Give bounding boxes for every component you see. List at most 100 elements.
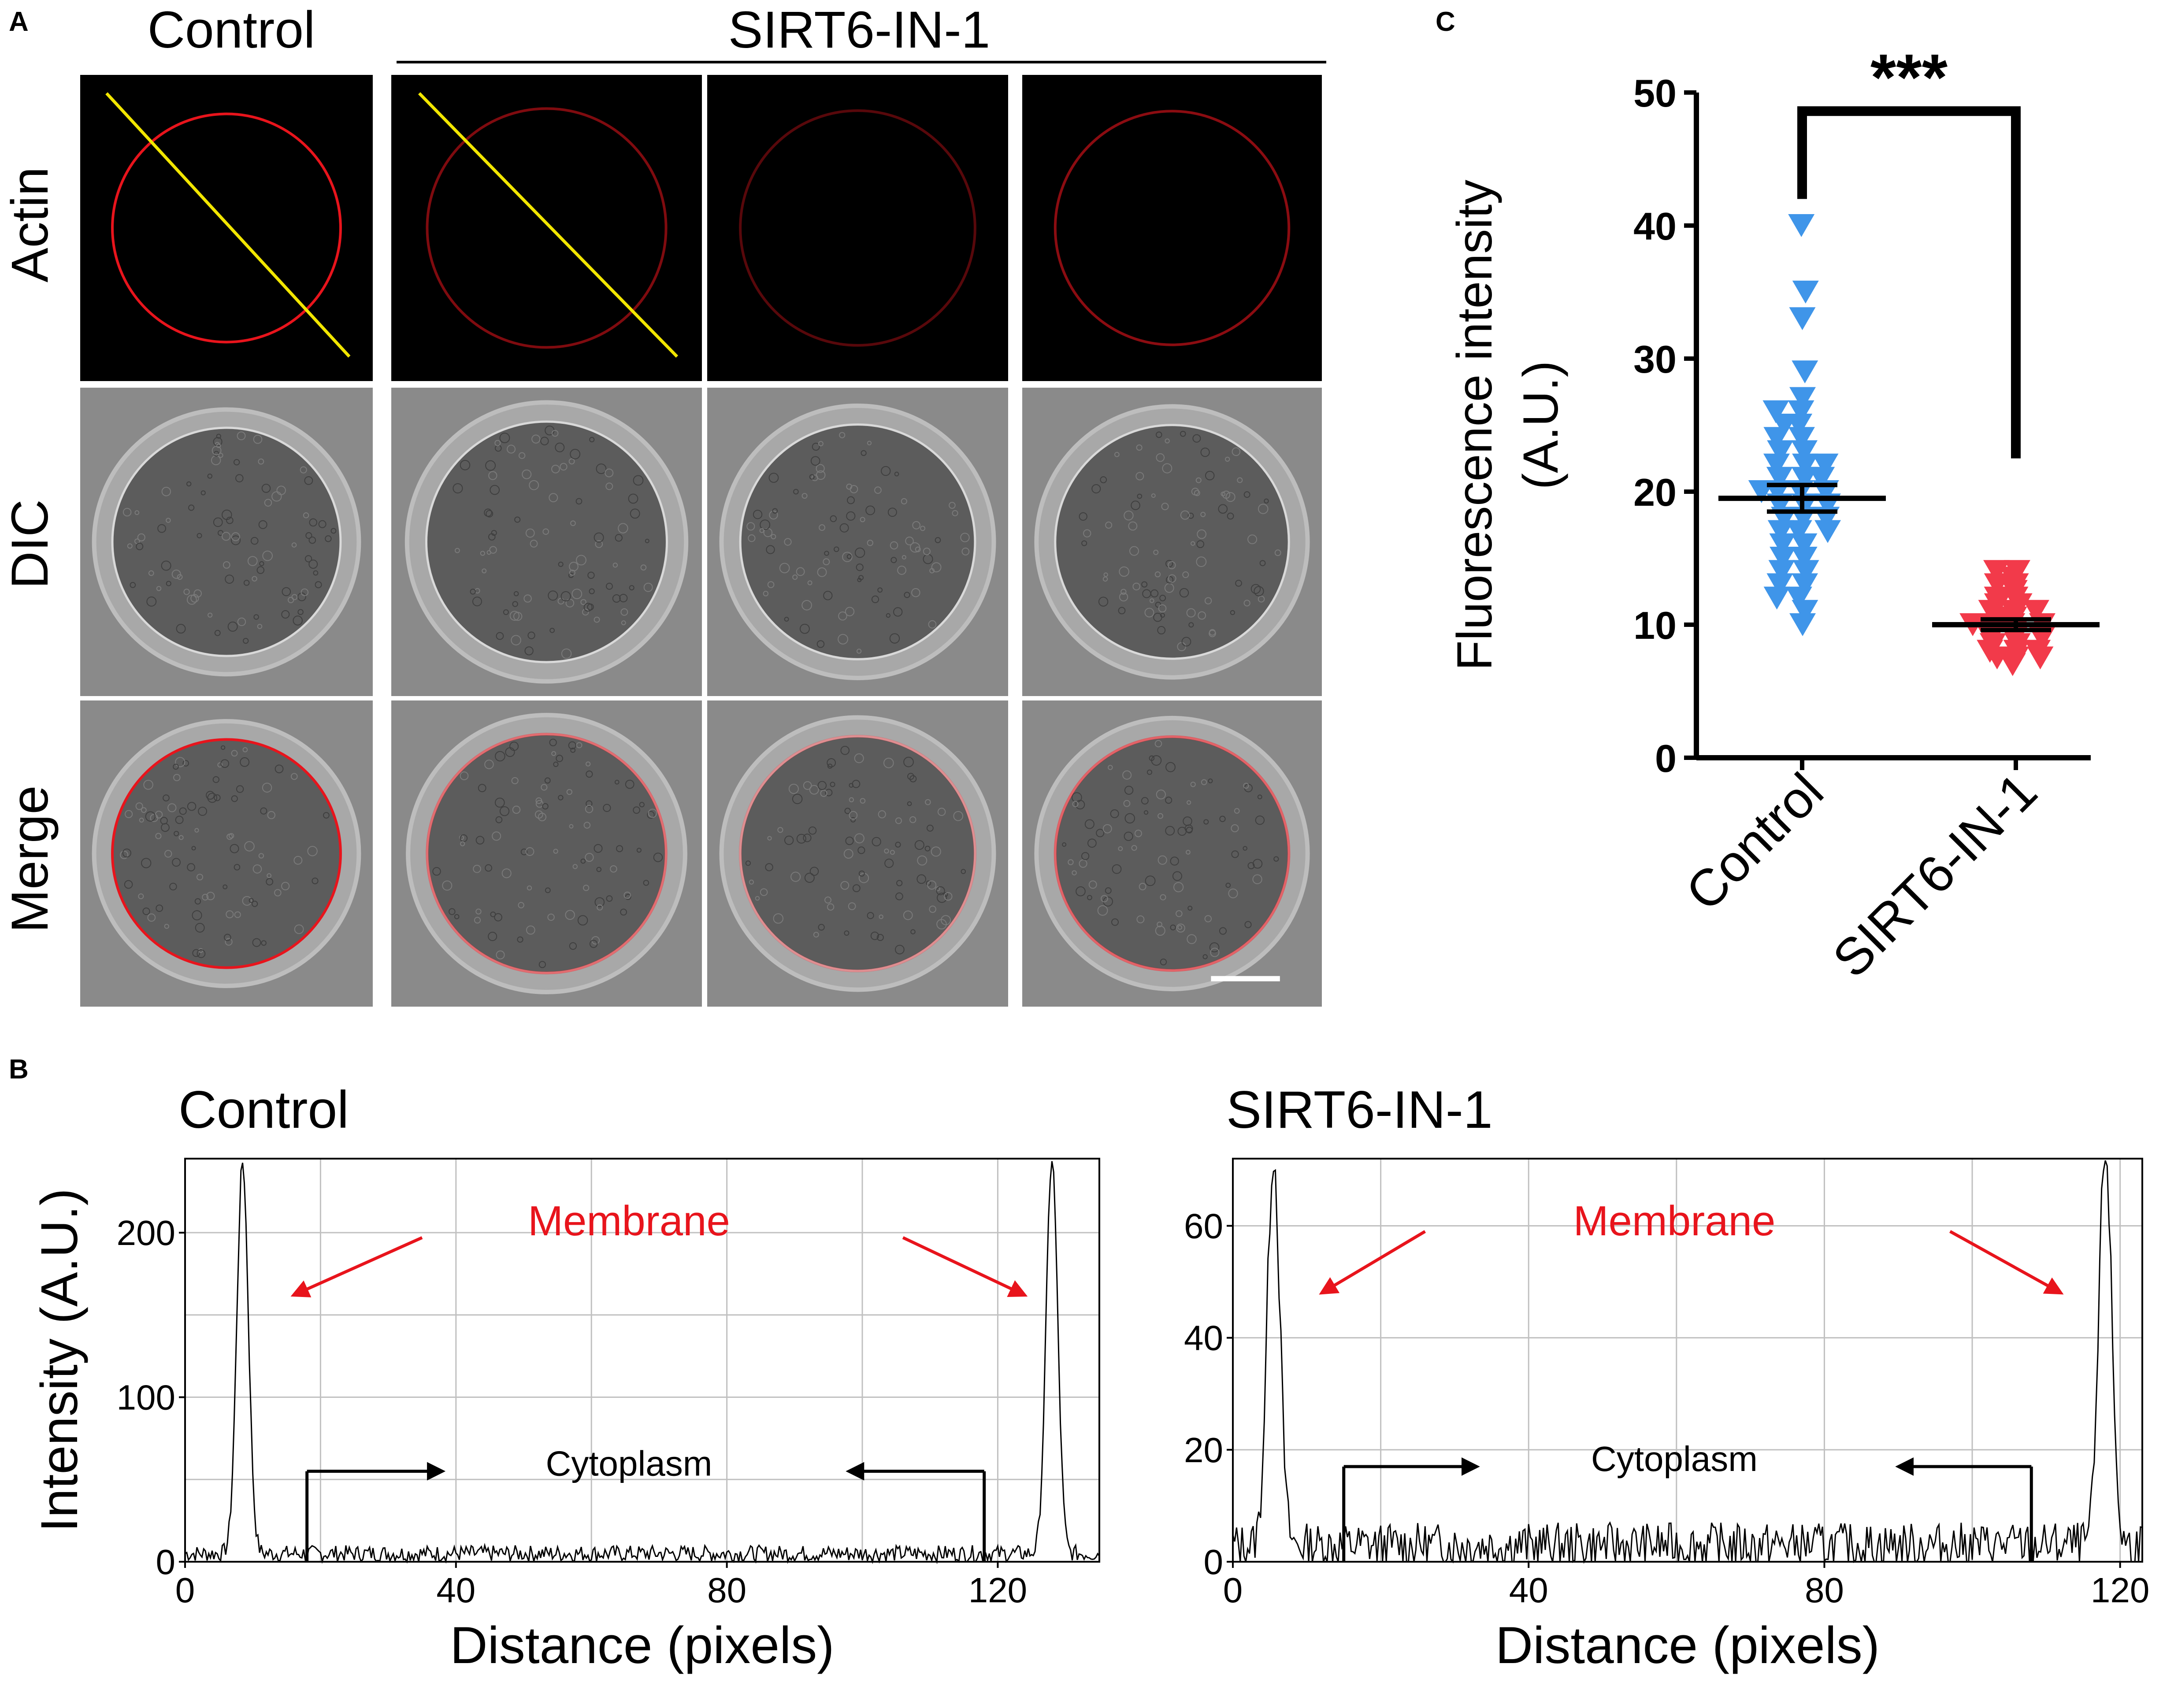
granule — [571, 589, 582, 599]
chart-title: Control — [178, 1080, 349, 1139]
oocyte — [739, 423, 976, 660]
granule — [216, 443, 221, 448]
merge-image-2 — [391, 700, 702, 1007]
granule — [777, 827, 783, 833]
y-tick-label: 60 — [1184, 1207, 1223, 1246]
granule — [499, 433, 510, 443]
granule — [1119, 566, 1129, 577]
granule — [294, 924, 304, 934]
granule — [816, 640, 825, 648]
granule — [1232, 447, 1241, 456]
granule — [535, 800, 544, 808]
granule — [1118, 846, 1123, 851]
granule — [234, 864, 241, 871]
scale-bar — [1211, 976, 1280, 982]
granule — [909, 816, 916, 823]
granule — [1247, 534, 1258, 545]
granule — [615, 534, 623, 542]
granule — [156, 586, 162, 591]
granule — [872, 837, 881, 847]
granule — [222, 509, 232, 520]
granule — [489, 546, 497, 554]
granule — [1097, 905, 1108, 916]
granule — [175, 757, 186, 767]
granule — [485, 460, 496, 471]
granule — [486, 510, 493, 518]
granule — [589, 437, 595, 443]
granule — [494, 440, 501, 446]
granule — [585, 853, 594, 862]
granule — [297, 609, 304, 615]
granule — [1072, 801, 1079, 808]
panel-label-b: B — [9, 1054, 29, 1085]
membrane-label: Membrane — [1573, 1197, 1776, 1245]
granule — [522, 469, 532, 479]
granule — [1187, 800, 1191, 805]
granule — [547, 913, 555, 921]
granule — [166, 518, 171, 523]
granule — [935, 537, 941, 543]
granule — [253, 434, 263, 444]
granule — [512, 601, 518, 607]
granule — [137, 533, 145, 541]
granule — [1203, 819, 1209, 825]
granule — [569, 570, 575, 576]
granule — [846, 511, 856, 521]
granule — [1273, 856, 1279, 862]
granule — [1201, 779, 1207, 785]
granule — [226, 834, 233, 840]
granule — [818, 441, 824, 447]
granule — [300, 466, 307, 474]
granule — [1160, 958, 1167, 966]
granule — [583, 603, 593, 612]
data-point-sirt6 — [1984, 573, 2011, 597]
granule — [1124, 813, 1135, 824]
granule — [172, 858, 181, 867]
granule — [206, 791, 215, 800]
granule — [195, 923, 205, 933]
granule — [1145, 875, 1156, 886]
granule — [496, 950, 505, 960]
granule — [883, 758, 894, 768]
granule — [220, 759, 230, 768]
data-point-sirt6 — [1999, 653, 2026, 676]
oocyte-membrane — [426, 107, 668, 349]
granule — [614, 780, 620, 785]
granule — [258, 458, 264, 465]
granule — [1143, 810, 1149, 815]
granule — [518, 902, 524, 908]
granule — [557, 597, 564, 605]
granule — [538, 961, 546, 968]
granule — [1170, 856, 1179, 866]
granule — [194, 828, 199, 833]
granule — [1129, 546, 1139, 556]
granule — [1204, 597, 1212, 604]
granule — [163, 794, 170, 802]
x-tick-label: 40 — [1509, 1571, 1548, 1610]
granule — [253, 614, 259, 620]
granule — [840, 881, 850, 890]
granule — [871, 595, 879, 604]
membrane-arrow — [290, 1236, 423, 1297]
y-tick-label: 30 — [1633, 337, 1677, 381]
granule — [1187, 905, 1193, 911]
granule — [1234, 808, 1240, 814]
line-scan — [105, 92, 351, 358]
granule — [1181, 637, 1191, 647]
granule — [301, 588, 309, 597]
granule — [935, 886, 940, 892]
granule — [1204, 915, 1212, 923]
granule — [890, 541, 898, 550]
granule — [221, 745, 226, 750]
granule — [606, 895, 613, 902]
granule — [244, 841, 255, 852]
granule — [1186, 608, 1196, 618]
granule — [1157, 626, 1166, 635]
granule — [923, 548, 931, 556]
granule — [748, 534, 756, 542]
granule — [484, 760, 494, 769]
granule — [488, 932, 497, 941]
granule — [252, 576, 257, 582]
granule — [134, 510, 140, 515]
granule — [237, 617, 246, 626]
